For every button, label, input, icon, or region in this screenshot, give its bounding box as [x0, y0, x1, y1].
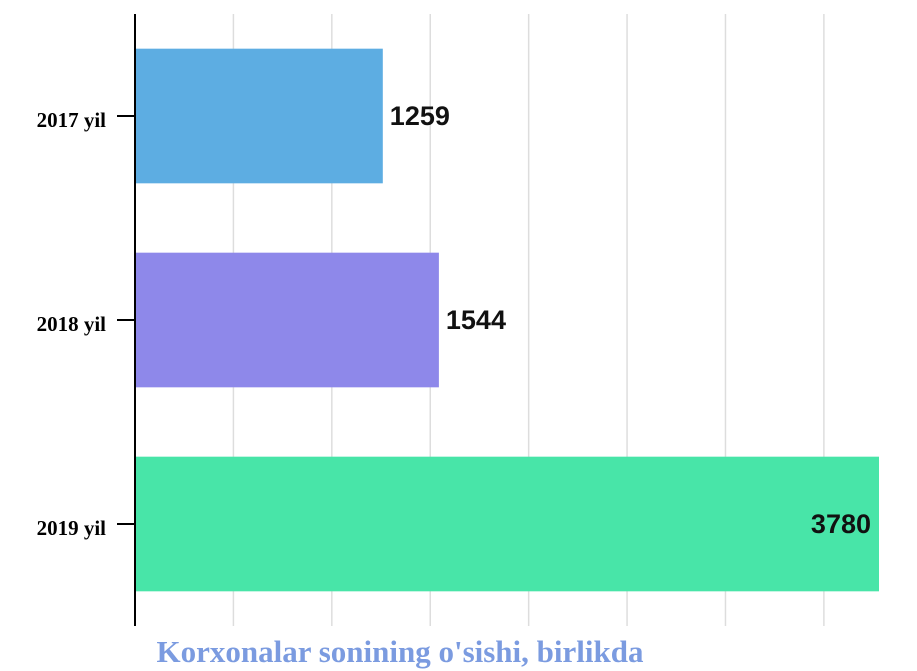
y-tick-label: 2018 yil: [37, 312, 107, 336]
y-tick-label: 2019 yil: [37, 516, 107, 540]
value-label: 3780: [811, 509, 871, 539]
chart-title: Korxonalar sonining o'sishi, birlikda: [157, 634, 644, 669]
bar: [135, 456, 879, 592]
bar: [135, 252, 439, 388]
bar: [135, 48, 383, 184]
value-label: 1544: [446, 305, 506, 335]
y-tick-label: 2017 yil: [37, 108, 107, 132]
value-label: 1259: [390, 101, 450, 131]
